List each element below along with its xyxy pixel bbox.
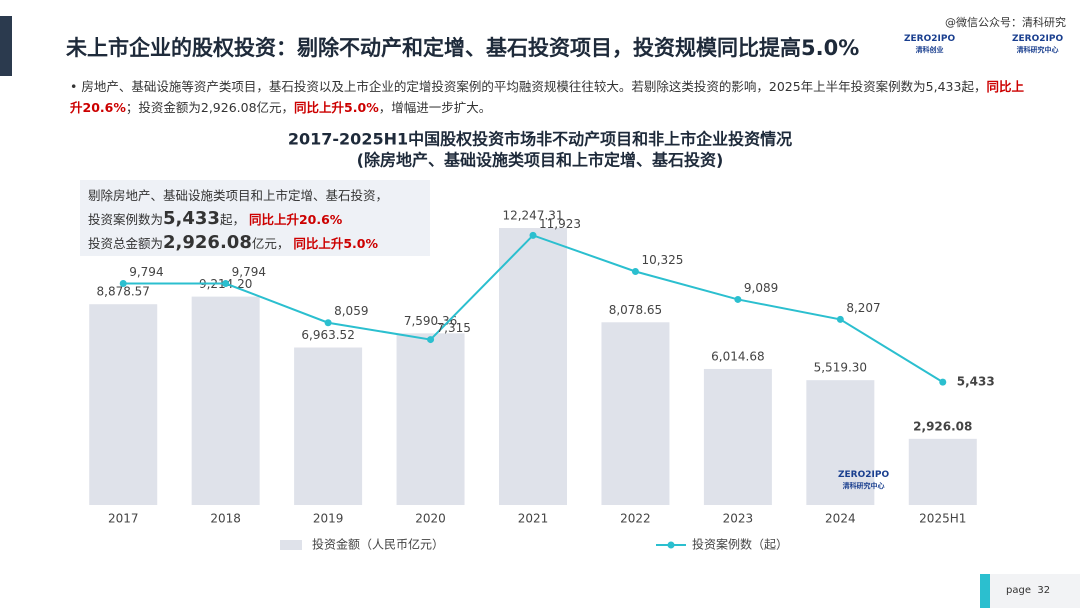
data-label: 5,433 bbox=[957, 375, 995, 389]
data-label: 5,519.30 bbox=[814, 361, 867, 375]
x-tick-label: 2018 bbox=[210, 512, 241, 526]
bar bbox=[703, 368, 772, 505]
text: 投资案例数为 bbox=[88, 212, 164, 227]
bar bbox=[191, 296, 260, 505]
data-label: 12,247.31 bbox=[502, 209, 563, 223]
page-text: page 32 bbox=[1006, 585, 1051, 596]
point bbox=[529, 231, 537, 239]
bullet: • 房地产、基础设施等资产类项目，基石投资以及上市企业的定增投资案例的平均融资规… bbox=[70, 79, 1024, 115]
logo-text: ZERO2IPO bbox=[838, 470, 890, 480]
data-label: 11,923 bbox=[539, 217, 581, 231]
text: ，增幅进一步扩大。 bbox=[378, 100, 492, 115]
point bbox=[939, 378, 947, 386]
point bbox=[836, 315, 844, 323]
number: 2,926.08 bbox=[163, 232, 252, 253]
data-label: 9,794 bbox=[129, 265, 163, 279]
data-label: 6,963.52 bbox=[301, 328, 354, 342]
legend-label: 投资金额（人民币亿元） bbox=[312, 537, 444, 552]
x-tick-label: 2023 bbox=[723, 512, 754, 526]
highlight: 同比上升20.6% bbox=[248, 212, 343, 227]
highlight: 同比上升5.0% bbox=[294, 100, 379, 115]
bar bbox=[294, 347, 363, 505]
data-label: 9,089 bbox=[744, 281, 778, 295]
accent-bar bbox=[0, 16, 12, 76]
data-label: 9,794 bbox=[232, 265, 266, 279]
callout-line: 投资案例数为5,433起， 同比上升20.6% bbox=[88, 207, 422, 231]
data-label: 2,926.08 bbox=[913, 419, 972, 433]
x-tick-label: 2021 bbox=[518, 512, 549, 526]
point bbox=[734, 295, 742, 303]
callout-line: 投资总金额为2,926.08亿元， 同比上升5.0% bbox=[88, 231, 422, 255]
text: 投资总金额为 bbox=[88, 236, 164, 251]
point bbox=[631, 267, 639, 275]
x-tick-label: 2025H1 bbox=[919, 512, 966, 526]
x-tick-label: 2024 bbox=[825, 512, 856, 526]
text: 起， bbox=[219, 212, 245, 227]
page-number: page 32 bbox=[980, 574, 1080, 608]
chart-title: 2017-2025H1中国股权投资市场非不动产项目和非上市企业投资情况 bbox=[288, 130, 792, 149]
logo-text: ZERO2IPO bbox=[1012, 34, 1064, 44]
legend-label: 投资案例数（起） bbox=[692, 537, 788, 552]
bar bbox=[89, 304, 158, 505]
data-label: 8,207 bbox=[846, 301, 880, 315]
bar bbox=[806, 380, 875, 505]
legend-swatch bbox=[667, 541, 675, 549]
highlight: 同比上升20.6% bbox=[70, 79, 1024, 115]
data-label: 8,078.65 bbox=[609, 303, 662, 317]
bar bbox=[499, 228, 567, 505]
point bbox=[222, 280, 230, 288]
bar bbox=[396, 333, 465, 505]
logo-sub: 清科创业 bbox=[915, 46, 944, 54]
watermark: @微信公众号：清科研究 bbox=[945, 16, 1066, 29]
data-label: 6,014.68 bbox=[711, 349, 764, 363]
data-label: 8,878.57 bbox=[97, 285, 150, 299]
x-tick-label: 2017 bbox=[108, 512, 139, 526]
x-tick-label: 2020 bbox=[415, 512, 446, 526]
logo-text: ZERO2IPO bbox=[904, 34, 956, 44]
data-label: 7,590.36 bbox=[404, 314, 457, 328]
chart-subtitle: (除房地产、基础设施类项目和上市定增、基石投资) bbox=[357, 151, 724, 170]
logo-sub: 清科研究中心 bbox=[1016, 46, 1059, 54]
logo: ZERO2IPO 清科创业 bbox=[904, 34, 955, 56]
text: 亿元， bbox=[251, 236, 290, 251]
x-tick-label: 2019 bbox=[313, 512, 344, 526]
text: ；投资金额为2,926.08亿元， bbox=[125, 100, 295, 115]
chart-logo: ZERO2IPO 清科研究中心 bbox=[838, 470, 889, 492]
callout: 剔除房地产、基础设施类项目和上市定增、基石投资， 投资案例数为5,433起， 同… bbox=[80, 180, 430, 256]
data-label: 10,325 bbox=[641, 253, 683, 267]
point bbox=[119, 280, 127, 288]
data-label: 8,059 bbox=[334, 304, 368, 318]
text: 房地产、基础设施等资产类项目，基石投资以及上市企业的定增投资案例的平均融资规模往… bbox=[81, 79, 987, 94]
highlight: 同比上升5.0% bbox=[293, 236, 379, 251]
number: 5,433 bbox=[163, 208, 220, 229]
bar bbox=[908, 438, 977, 505]
legend-swatch bbox=[280, 540, 302, 550]
point bbox=[427, 336, 435, 344]
logo-sub: 清科研究中心 bbox=[842, 482, 885, 490]
logo: ZERO2IPO 清科研究中心 bbox=[1012, 34, 1063, 56]
callout-line: 剔除房地产、基础设施类项目和上市定增、基石投资， bbox=[88, 188, 389, 203]
bar bbox=[601, 322, 670, 505]
x-tick-label: 2022 bbox=[620, 512, 651, 526]
point bbox=[324, 319, 332, 327]
data-label: 7,315 bbox=[437, 321, 471, 335]
slide-title: 未上市企业的股权投资：剔除不动产和定增、基石投资项目，投资规模同比提高5.0% bbox=[66, 36, 860, 60]
